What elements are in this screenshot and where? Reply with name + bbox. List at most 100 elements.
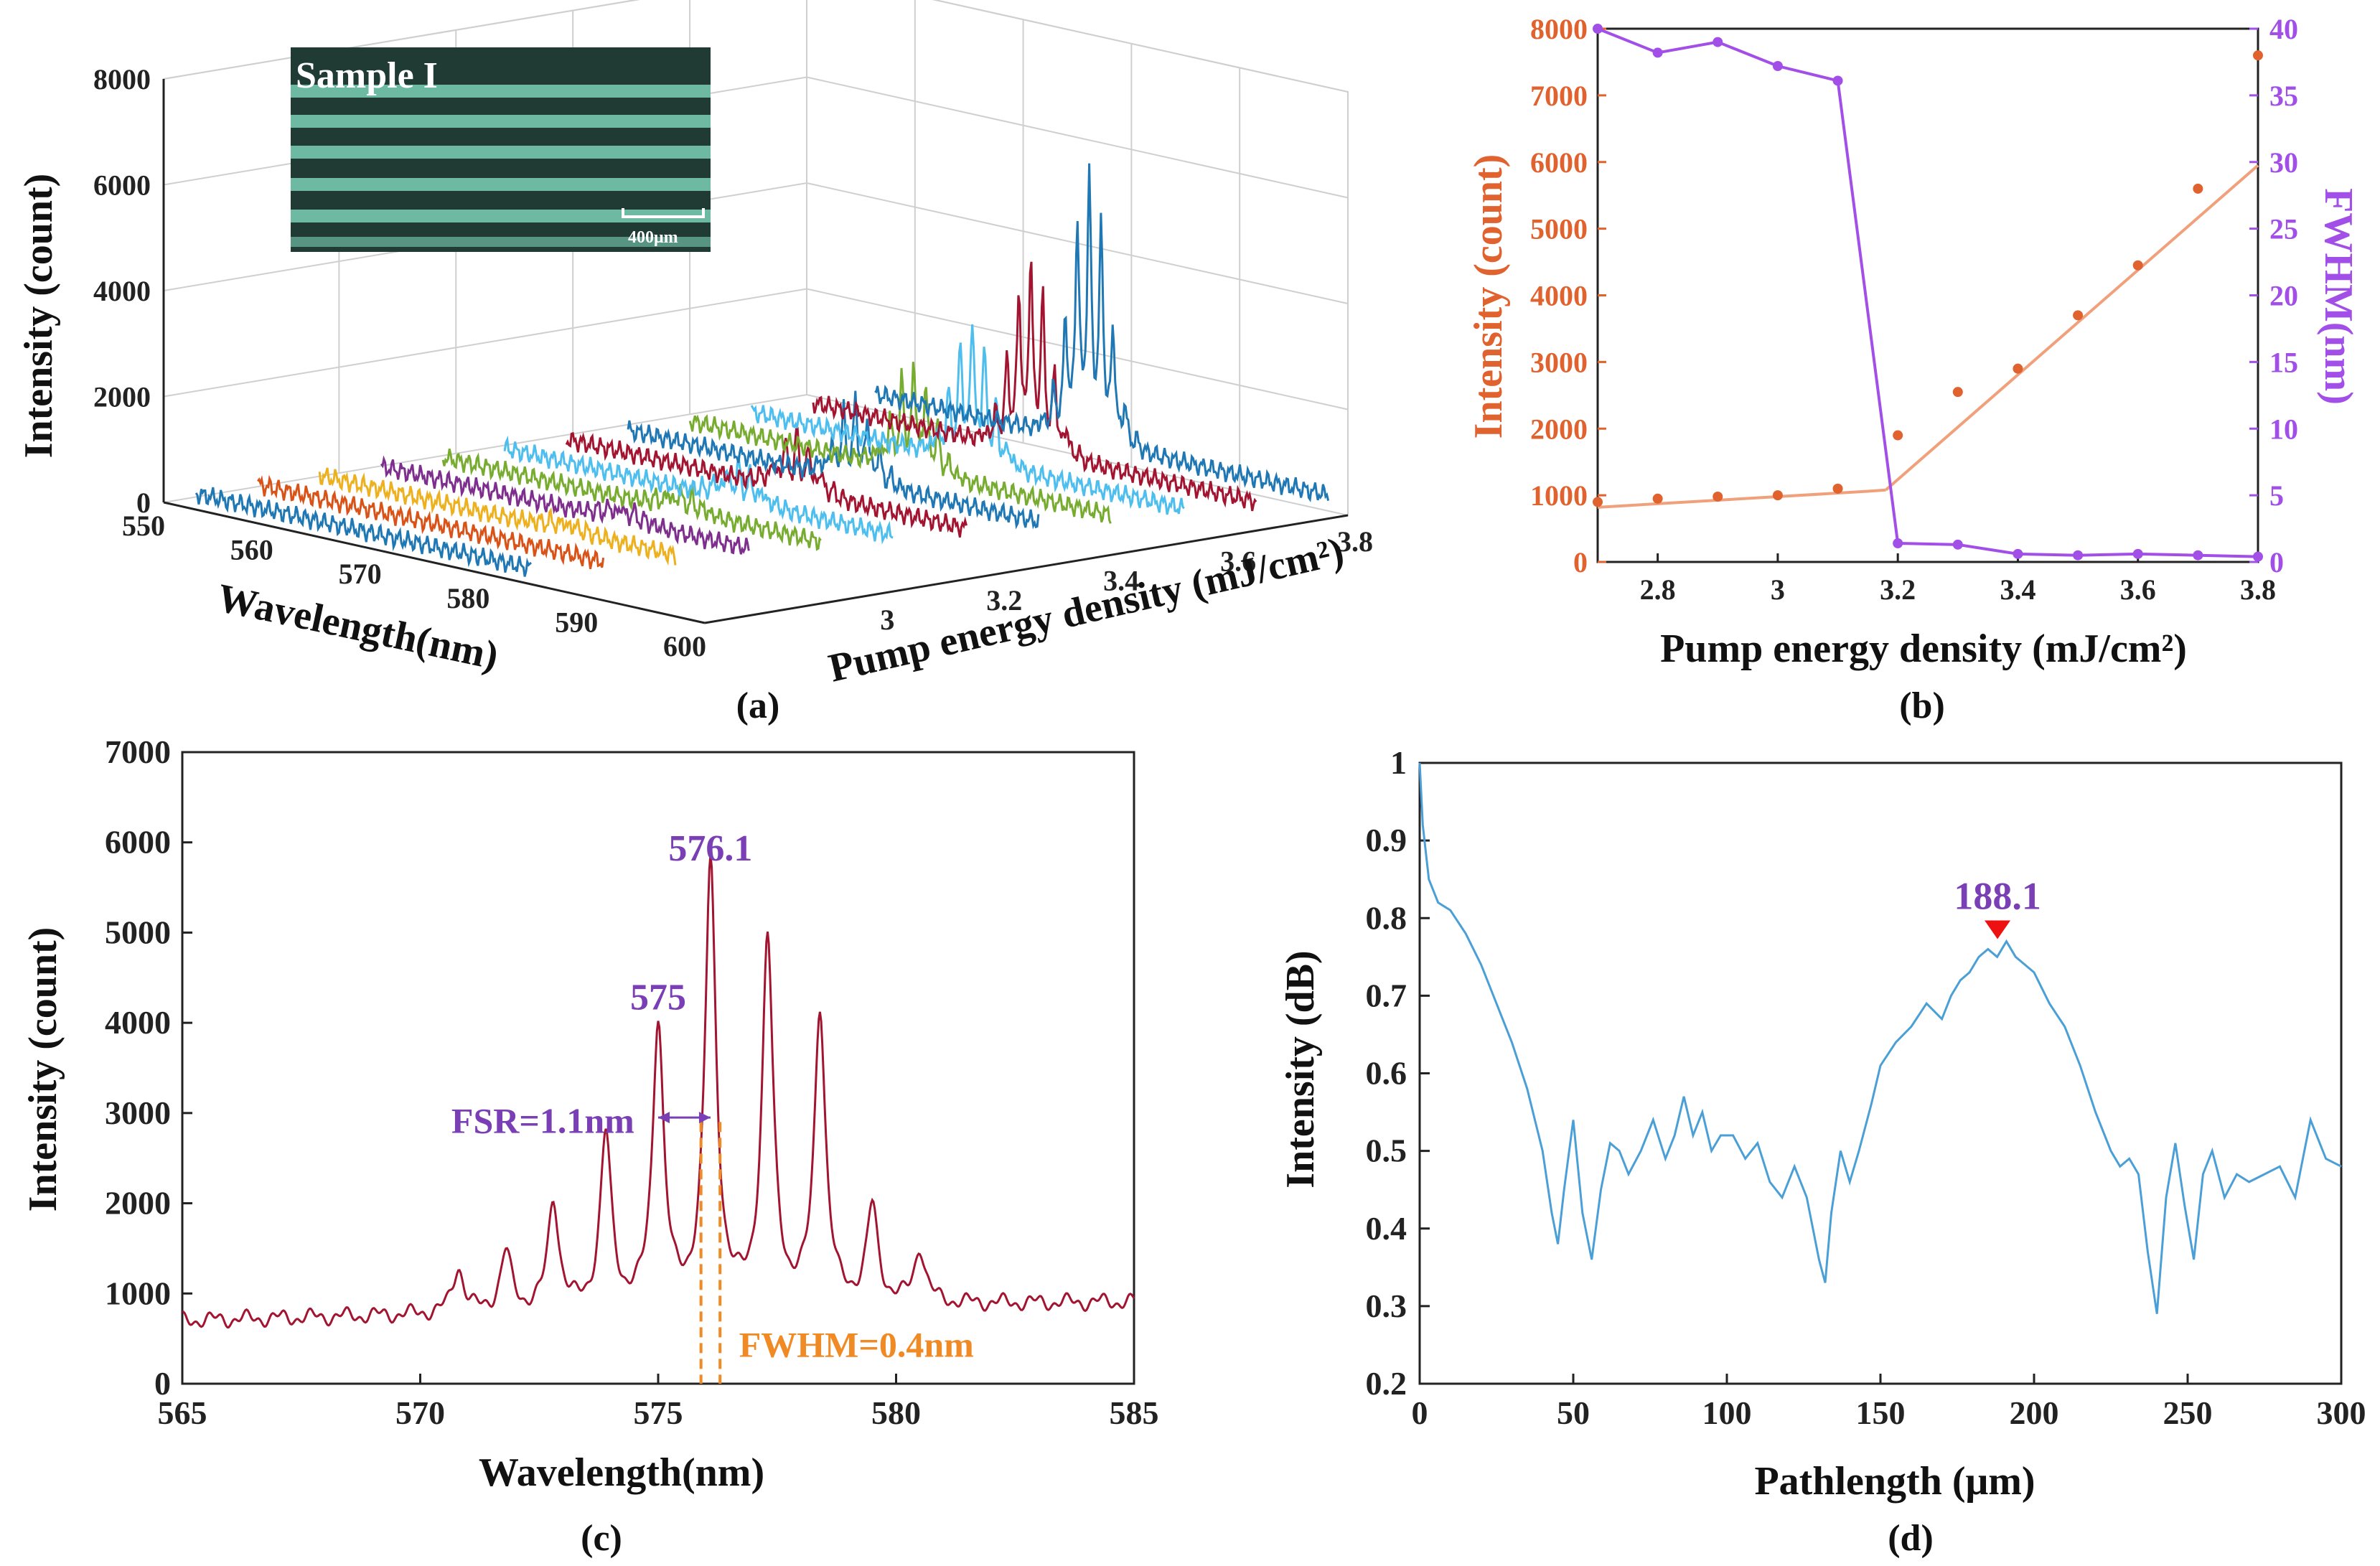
panel-c-ytick-label: 2000 [105, 1185, 171, 1222]
panel-b-fwhm-point [1652, 47, 1663, 58]
panel-d-peak-label: 188.1 [1954, 875, 2041, 918]
panel-b-xtick-label: 3 [1771, 573, 1785, 606]
panel-a-ztick-label: 8000 [93, 63, 151, 95]
panel-b-intensity-point [1832, 483, 1843, 494]
panel-b-ytick-label: 3000 [1530, 346, 1588, 378]
panel-a-xtick-label: 580 [446, 582, 489, 614]
panel-b-xtick-label: 2.8 [1640, 573, 1676, 606]
panel-a-z-gridline [163, 288, 1349, 411]
panel-c-ytick-label: 7000 [105, 733, 171, 770]
panel-b-ytick-label: 5000 [1530, 213, 1588, 245]
panel-c-fsr-label: FSR=1.1nm [451, 1101, 634, 1141]
panel-b-ytick-label: 2000 [1530, 413, 1588, 445]
panel-d-xtick-label: 300 [2317, 1394, 2366, 1431]
panel-a-ticks: 0 2000 4000 6000 8000 550 560 570 580 590 600 3 3.2 3… [93, 63, 1373, 662]
panel-c-xtick-label: 585 [1110, 1394, 1159, 1431]
panel-c-xtick-label: 580 [871, 1394, 921, 1431]
panel-d-ytick-label: 0.4 [1366, 1210, 1407, 1247]
panel-b-y2tick-label: 40 [2269, 13, 2298, 45]
panel-a-ytick-label: 3.6 [1220, 545, 1256, 577]
panel-b-intensity-point [2193, 183, 2203, 194]
panel-b-fwhm-point [1593, 24, 1603, 34]
panel-a-spectrum-line [441, 448, 822, 551]
panel-b-xtick-label: 3.4 [2000, 573, 2035, 606]
panel-a-spectrum-line [195, 487, 533, 577]
panel-c-xtick-label: 565 [158, 1394, 207, 1431]
panel-c-ytick-label: 6000 [105, 824, 171, 861]
panel-b-y2tick-label: 30 [2269, 146, 2298, 179]
panel-a-xtick-label: 590 [555, 606, 598, 638]
panel-c-peak-575-label: 575 [630, 977, 686, 1018]
panel-c-peak-576-label: 576.1 [668, 828, 752, 869]
panel-a-wavelength-axis [163, 501, 706, 624]
panel-b-plot-area: 2.8 3 3.2 3.4 3.6 3.8010002000300040005000600… [1530, 13, 2298, 606]
inset-sample-label: Sample I [296, 55, 438, 96]
panel-d-ytick-label: 0.9 [1366, 822, 1407, 858]
panel-d-ytick-label: 0.8 [1366, 899, 1407, 936]
panel-a-spectrum-line [565, 426, 968, 538]
panel-b-frame [1596, 27, 2259, 563]
panel-b-fwhm-line [1597, 27, 2259, 558]
panel-d-ytick-label: 0.3 [1366, 1288, 1407, 1324]
panel-b-ytick-label: 0 [1573, 546, 1588, 578]
panel-b-intensity-point [2253, 50, 2263, 61]
panel-c-ytick-label: 4000 [105, 1004, 171, 1041]
panel-a-ytick-label: 3.2 [986, 584, 1022, 616]
panel-d-ytick-label: 0.7 [1366, 977, 1407, 1013]
panel-a-spectrum-line [257, 474, 605, 569]
panel-b-y2tick-label: 15 [2269, 346, 2298, 378]
panel-a-3d-waterfall: 0 2000 4000 6000 8000 550 560 570 580 590 600 3 3.2 3… [17, 0, 1373, 726]
panel-b-xtick-label: 3.2 [1880, 573, 1916, 606]
panel-b-intensity-point [1893, 430, 1903, 441]
panel-a-ytick-label: 3.4 [1103, 565, 1139, 597]
panel-b-fwhm-point [1713, 37, 1723, 47]
panel-a-ytick-label: 3.8 [1337, 525, 1373, 558]
panel-d-ytick-label: 0.6 [1366, 1055, 1407, 1092]
panel-d-xtick-label: 50 [1557, 1394, 1590, 1431]
panel-a-label: (a) [736, 685, 780, 726]
panel-c-ytick-label: 3000 [105, 1094, 171, 1131]
panel-d-xtick-label: 250 [2163, 1394, 2213, 1431]
panel-b-ylabel: Intensity (count) [1466, 154, 1511, 439]
panel-a-xtick-label: 570 [339, 558, 382, 590]
panel-d-plot-area: 0 50 100 150 200 250 300 0.2 0.3 0.4 0.5 0.6 0.7 0.8 0… [1366, 744, 2366, 1431]
panel-a-spectrum-line [688, 362, 1112, 524]
panel-a-ztick-label: 0 [136, 487, 151, 519]
panel-b-label: (b) [1899, 685, 1945, 726]
panel-c-ylabel: Intensity (count) [21, 927, 65, 1212]
panel-b-intensity-point [1772, 490, 1783, 501]
panel-a-xtick-label: 560 [230, 534, 273, 566]
panel-b-intensity-point [1652, 493, 1663, 504]
panel-b-ytick-label: 1000 [1530, 479, 1588, 512]
panel-c-fsr-arrowhead-left [658, 1112, 670, 1124]
panel-c-fwhm-label: FWHM=0.4nm [739, 1324, 974, 1364]
panel-b-intensity-point [2132, 260, 2143, 271]
panel-c-xtick-label: 570 [395, 1394, 445, 1431]
panel-d-ytick-label: 0.2 [1366, 1365, 1407, 1402]
panel-a-spectrum-line [874, 163, 1330, 502]
panel-b-fwhm-point [2073, 550, 2084, 561]
panel-d-xtick-label: 0 [1412, 1394, 1428, 1431]
panel-b-intensity-point [2013, 363, 2023, 374]
panel-c-spectrum-line [182, 854, 1135, 1329]
panel-c-ytick-label: 5000 [105, 914, 171, 950]
panel-b-fit-line [1597, 488, 1886, 509]
sample-inset-image: Sample I 400μm [291, 47, 711, 252]
panel-a-pump-axis [704, 514, 1349, 624]
panel-a-xtick-label: 550 [122, 510, 165, 542]
scale-bar-label: 400μm [628, 228, 678, 247]
panel-c-label: (c) [581, 1518, 622, 1559]
panel-b-fwhm-point [2253, 551, 2263, 562]
panel-d-xlabel: Pathlength (μm) [1754, 1459, 2035, 1504]
panel-b-fit-line [1885, 164, 2259, 492]
panel-a-3d-box [162, 0, 1349, 624]
panel-c-frame [181, 751, 1135, 1385]
panel-a-ytick-label: 3 [880, 604, 894, 636]
panel-c-fsr-arrowhead-right [698, 1112, 711, 1124]
panel-a-spectrum-line [380, 455, 750, 555]
panel-c-ytick-label: 0 [154, 1365, 171, 1402]
panel-b-xtick-label: 3.8 [2240, 573, 2276, 606]
panel-b-y2tick-label: 35 [2269, 80, 2298, 112]
panel-d-label: (d) [1888, 1518, 1934, 1559]
